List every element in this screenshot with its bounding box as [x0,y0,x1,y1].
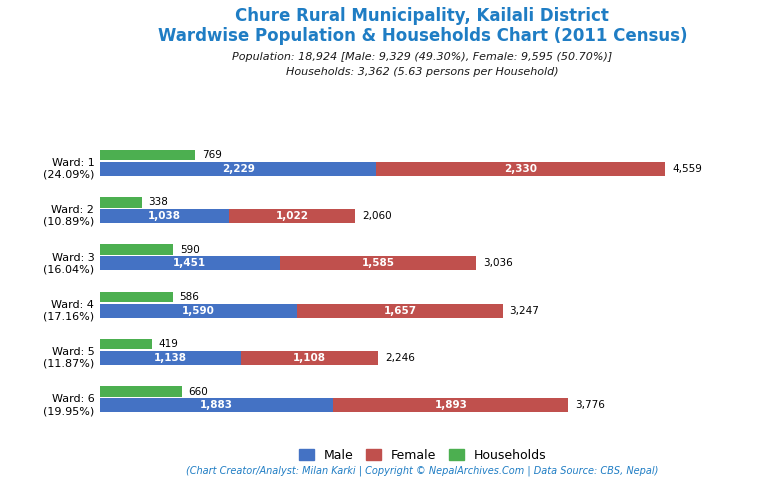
Text: 1,590: 1,590 [182,306,215,316]
Bar [100,197,142,208]
Text: Chure Rural Municipality, Kailali District: Chure Rural Municipality, Kailali Distri… [236,7,609,26]
Bar [241,351,379,365]
Text: 1,138: 1,138 [154,353,187,363]
Text: 1,585: 1,585 [362,258,395,268]
Text: (Chart Creator/Analyst: Milan Karki | Copyright © NepalArchives.Com | Data Sourc: (Chart Creator/Analyst: Milan Karki | Co… [186,465,659,476]
Text: 660: 660 [188,387,208,396]
Text: Households: 3,362 (5.63 persons per Household): Households: 3,362 (5.63 persons per Hous… [286,67,558,76]
Bar [100,339,152,350]
Text: 1,883: 1,883 [200,400,233,410]
Text: 1,657: 1,657 [383,306,416,316]
Text: 1,038: 1,038 [147,211,180,221]
Text: Wardwise Population & Households Chart (2011 Census): Wardwise Population & Households Chart (… [157,27,687,45]
Bar [333,398,568,412]
Legend: Male, Female, Households: Male, Female, Households [293,444,551,467]
Text: 3,776: 3,776 [575,400,605,410]
Text: 769: 769 [202,150,222,160]
Text: 2,330: 2,330 [505,164,538,174]
Bar [100,256,280,271]
Bar [100,150,195,160]
Text: 419: 419 [159,339,178,349]
Text: 3,247: 3,247 [509,306,539,316]
Text: 590: 590 [180,245,200,255]
Bar [100,292,173,302]
Text: 1,451: 1,451 [174,258,207,268]
Text: 2,246: 2,246 [386,353,415,363]
Bar [100,245,173,255]
Text: 1,893: 1,893 [435,400,467,410]
Text: 338: 338 [148,197,168,208]
Bar [376,162,665,176]
Bar [100,351,241,365]
Text: 1,108: 1,108 [293,353,326,363]
Bar [100,209,229,223]
Text: 586: 586 [180,292,199,302]
Text: 1,022: 1,022 [276,211,309,221]
Bar [100,162,376,176]
Bar [100,398,333,412]
Bar [280,256,476,271]
Text: 2,060: 2,060 [362,211,392,221]
Bar [100,304,297,318]
Text: 3,036: 3,036 [483,258,513,268]
Text: 4,559: 4,559 [672,164,702,174]
Bar [297,304,503,318]
Text: Population: 18,924 [Male: 9,329 (49.30%), Female: 9,595 (50.70%)]: Population: 18,924 [Male: 9,329 (49.30%)… [232,52,613,62]
Text: 2,229: 2,229 [222,164,254,174]
Bar [229,209,356,223]
Bar [100,387,182,397]
